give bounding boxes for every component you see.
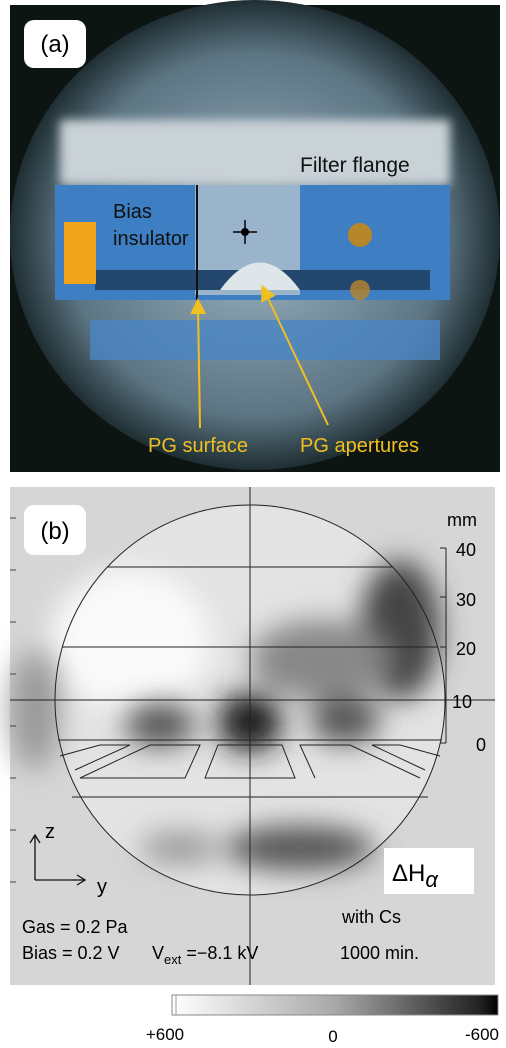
bright-area: [50, 570, 210, 710]
axis-label: z: [45, 821, 55, 843]
emission-blobs: [10, 560, 440, 870]
hole: [350, 280, 370, 300]
label-box: [24, 20, 86, 68]
scale-label: 30: [456, 590, 476, 610]
condition-part: =−8.1 kV: [181, 943, 258, 963]
quantity-main: ΔH: [392, 860, 425, 887]
frame-ticks: [10, 517, 16, 883]
ruler: [440, 547, 447, 744]
quantity-box: [384, 848, 474, 894]
colorbar-label: +600: [146, 1025, 184, 1044]
condition: with Cs: [341, 907, 401, 927]
colorbar-gradient: [171, 994, 499, 1016]
scale-label: 20: [456, 639, 476, 659]
axis-arrows: [29, 833, 87, 886]
panel-a: (a) Filter flange Bias insulator PG surf…: [10, 0, 500, 472]
scale-label: 10: [452, 692, 472, 712]
annotation: insulator: [113, 228, 189, 250]
condition: Bias = 0.2 V: [22, 943, 120, 963]
crosshair: [241, 228, 249, 236]
quantity: ΔHα: [392, 860, 439, 892]
flange-band: [60, 120, 450, 185]
hole: [348, 223, 372, 247]
colorbar-label: -600: [465, 1025, 499, 1044]
panel-label: (b): [40, 518, 69, 545]
axis-label: y: [97, 876, 107, 898]
annotation: PG apertures: [300, 435, 419, 457]
orange-insulator: [64, 222, 96, 284]
annotation: Filter flange: [300, 154, 410, 177]
label-box: [24, 505, 86, 555]
quantity-sub: α: [425, 867, 439, 892]
condition: Vext =−8.1 kV: [152, 943, 258, 967]
scale-label: 0: [476, 735, 486, 755]
annotation: PG surface: [148, 435, 248, 457]
condition: 1000 min.: [340, 943, 419, 963]
annotation: Bias: [113, 201, 152, 223]
colorbar: +600 0 -600: [146, 994, 499, 1046]
panel-label: (a): [40, 31, 69, 58]
scale-unit: mm: [447, 510, 477, 530]
scale-label: 40: [456, 540, 476, 560]
panel-b: (b) mm 40 30 20 10 0 z y ΔHα Gas = 0.2 P…: [10, 487, 495, 985]
aperture: [220, 262, 300, 290]
condition-part: V: [152, 943, 164, 963]
lower-band: [90, 320, 440, 360]
colorbar-label: 0: [328, 1027, 337, 1046]
condition: Gas = 0.2 Pa: [22, 917, 129, 937]
arrow: [261, 284, 329, 426]
condition-part: ext: [164, 952, 182, 967]
arrow: [190, 298, 207, 429]
